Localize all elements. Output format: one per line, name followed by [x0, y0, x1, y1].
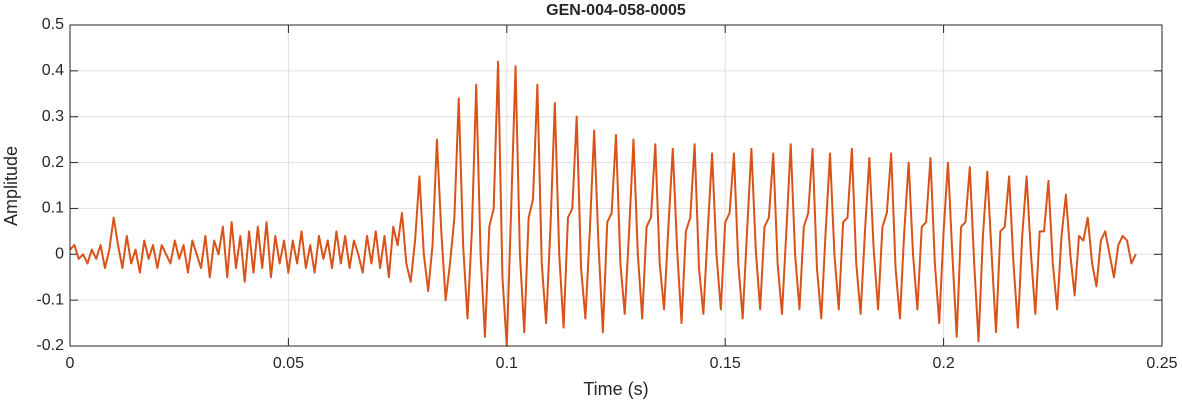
y-tick-label: 0.3	[42, 108, 64, 125]
y-tick-label: -0.2	[36, 337, 64, 354]
y-tick-label: 0.4	[42, 62, 64, 79]
x-tick-label: 0	[66, 355, 75, 372]
data-line	[69, 60, 1137, 347]
y-tick-label: 0	[55, 246, 64, 263]
plot-frame	[69, 24, 1163, 347]
y-axis-label: Amplitude	[1, 146, 21, 226]
y-tick-label: 0.1	[42, 200, 64, 217]
x-tick-label: 0.05	[273, 355, 304, 372]
y-tick-label: 0.2	[42, 154, 64, 171]
y-tick-label: 0.5	[42, 16, 64, 33]
chart-title: GEN-004-058-0005	[546, 2, 686, 19]
x-axis-label: Time (s)	[583, 379, 648, 399]
x-tick-label: 0.2	[932, 355, 954, 372]
x-tick-label: 0.15	[710, 355, 741, 372]
y-tick-label: -0.1	[36, 291, 64, 308]
x-tick-label: 0.25	[1146, 355, 1177, 372]
x-tick-label: 0.1	[496, 355, 518, 372]
